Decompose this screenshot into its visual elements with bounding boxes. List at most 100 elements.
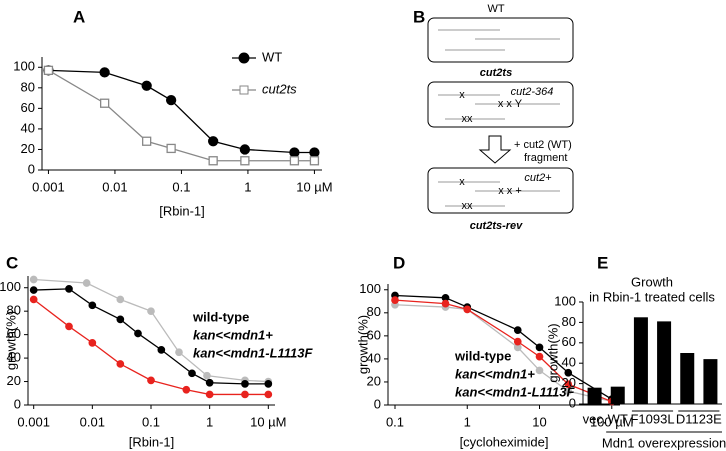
y-tick-label: 80 <box>367 304 381 319</box>
bar <box>703 359 718 404</box>
bar <box>587 387 602 404</box>
point <box>116 360 125 368</box>
point <box>513 326 522 334</box>
x-axis-label: [Rbin-1] <box>129 434 175 449</box>
legend-marker <box>238 52 250 64</box>
chart-subtitle: in Rbin-1 treated cells <box>589 289 715 304</box>
point <box>65 285 73 293</box>
mutation-mark: x <box>459 176 465 188</box>
point <box>309 156 320 166</box>
point <box>147 307 155 316</box>
y-tick-label: 20 <box>21 141 35 156</box>
x-tick-label: 10 µM <box>296 179 332 194</box>
point <box>99 67 110 78</box>
y-tick-label: 40 <box>562 355 576 370</box>
y-tick-label: 0 <box>28 161 35 176</box>
point <box>182 385 191 394</box>
bar <box>657 321 672 404</box>
point <box>463 305 472 314</box>
mutation-mark: x <box>459 89 465 101</box>
arrow <box>478 135 512 164</box>
y-tick-label: 40 <box>7 350 21 365</box>
point <box>309 147 320 158</box>
point <box>535 352 544 361</box>
point <box>99 98 110 108</box>
panel-letter: A <box>73 7 85 26</box>
point <box>535 343 544 352</box>
point <box>208 136 219 147</box>
chart-title: Growth <box>631 274 673 289</box>
series-line <box>33 278 269 383</box>
point <box>29 286 38 294</box>
point <box>82 279 91 287</box>
legend-label: kan<<mdn1+ <box>455 366 535 381</box>
y-tick-label: 0 <box>374 396 381 411</box>
point <box>141 80 152 91</box>
point <box>203 371 211 380</box>
y-tick-label: 20 <box>7 373 21 388</box>
panel-letter: B <box>413 7 425 26</box>
point <box>88 338 97 347</box>
point <box>241 390 249 399</box>
box-label: WT <box>487 3 504 15</box>
legend-label: WT <box>262 49 282 64</box>
point <box>205 390 214 399</box>
x-tick-label: 0.1 <box>142 414 160 429</box>
y-axis-label: growth(%) <box>355 315 370 374</box>
y-tick-label: 60 <box>21 100 35 115</box>
point <box>564 368 573 377</box>
x-tick-label: 10 µM <box>250 414 286 429</box>
y-axis-label: growth(%) <box>545 323 560 382</box>
legend-label: kan<<mdn1-L1113F <box>193 345 314 360</box>
genome-box <box>427 17 574 63</box>
x-tick-label: WT <box>608 411 628 426</box>
y-tick-label: 20 <box>562 375 576 390</box>
point <box>241 380 249 388</box>
x-axis-label: [cycloheximide] <box>460 434 549 449</box>
series-line <box>48 69 315 154</box>
bar <box>633 317 648 404</box>
x-tick-label: 1 <box>206 414 213 429</box>
allele-label: cut2-364 <box>511 86 554 98</box>
x-tick-label: 0.001 <box>32 179 65 194</box>
box-label: cut2ts-rev <box>470 220 523 232</box>
point <box>29 295 38 304</box>
point <box>513 337 522 346</box>
mutation-mark: xx <box>462 113 474 125</box>
point <box>165 94 177 106</box>
point <box>116 315 125 324</box>
panel-letter: C <box>6 253 18 272</box>
arrow-label: + cut2 (WT) <box>514 139 572 151</box>
x-tick-label: 10 <box>532 414 546 429</box>
point <box>264 380 273 388</box>
panel-letter: D <box>393 253 405 272</box>
legend-label: kan<<mdn1+ <box>193 327 273 342</box>
x-tick-label: 0.1 <box>386 414 404 429</box>
x-tick-label: 1 <box>244 179 251 194</box>
x-tick-label: F1093L <box>630 411 674 426</box>
legend-marker <box>239 85 249 95</box>
point <box>134 329 142 338</box>
mutation-mark: x x + <box>498 185 522 197</box>
x-tick-label: D1123E <box>676 411 722 426</box>
panel-letter: E <box>597 253 608 272</box>
y-tick-label: 20 <box>367 373 381 388</box>
y-tick-label: 100 <box>13 59 35 74</box>
legend-label: wild-type <box>192 309 249 324</box>
x-tick-label: 0.01 <box>102 179 127 194</box>
y-tick-label: 40 <box>367 350 381 365</box>
point <box>264 390 273 399</box>
point <box>88 301 97 310</box>
y-tick-label: 100 <box>0 279 21 294</box>
y-tick-label: 80 <box>562 314 576 329</box>
y-tick-label: 60 <box>7 326 21 341</box>
box-label: cut2ts <box>480 67 512 79</box>
x-axis-label: Mdn1 overexpression <box>602 435 726 450</box>
y-tick-label: 0 <box>569 395 576 410</box>
y-tick-label: 100 <box>554 293 576 308</box>
allele-label: cut2+ <box>524 172 552 184</box>
y-tick-label: 40 <box>21 120 35 135</box>
y-axis-label: growth(%) <box>3 311 18 370</box>
genome-box <box>427 167 574 214</box>
legend-label: cut2ts <box>262 81 297 96</box>
